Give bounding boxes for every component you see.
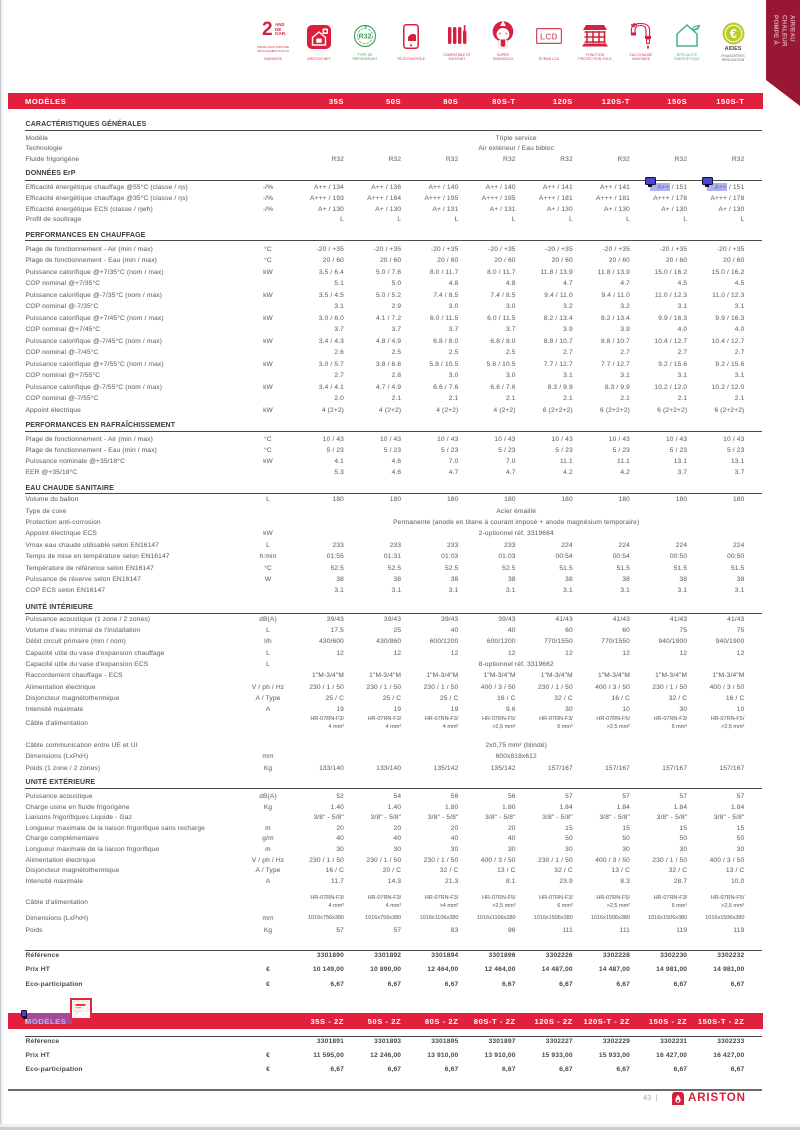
svg-text:€: € xyxy=(730,27,737,41)
svg-text:LCD: LCD xyxy=(540,33,558,42)
svg-text:R32: R32 xyxy=(359,34,372,41)
